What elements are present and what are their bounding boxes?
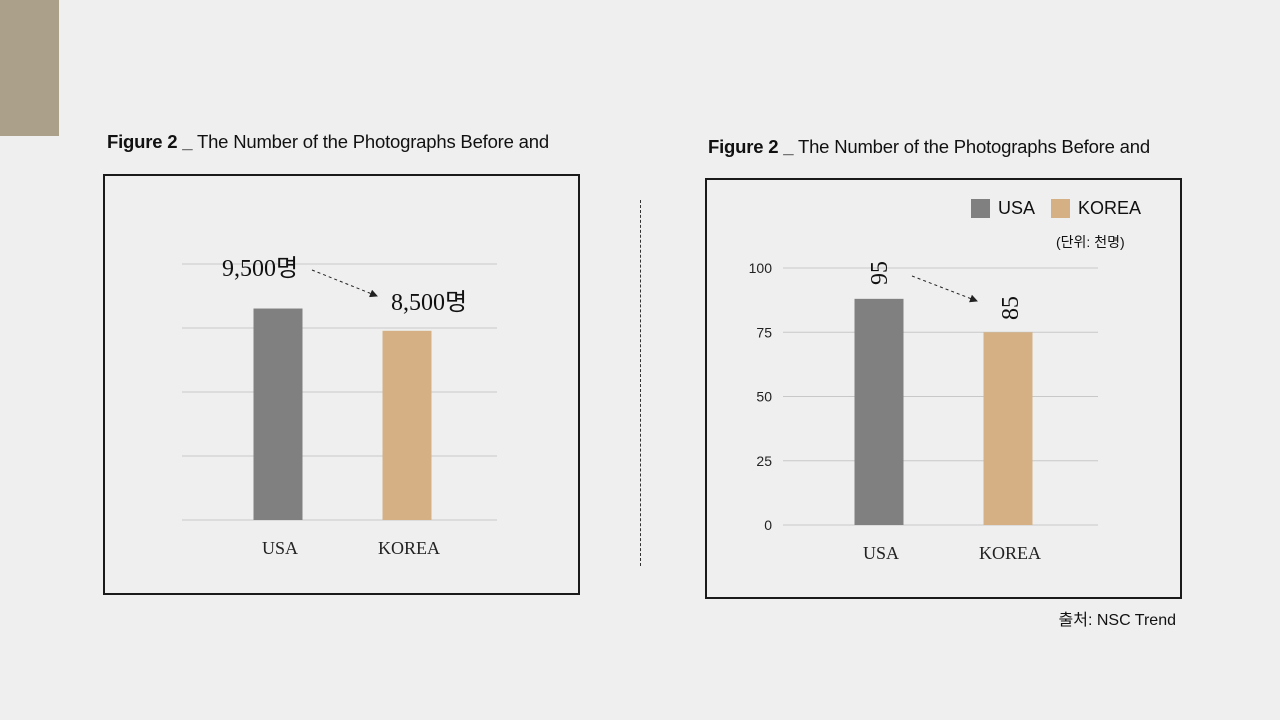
- x-tick-label: USA: [262, 538, 298, 558]
- y-tick-label: 100: [749, 260, 773, 276]
- right-figure-title-lead: Figure 2 _: [708, 136, 794, 157]
- data-label-usa: 9,500명: [222, 255, 298, 282]
- legend-label-usa: USA: [998, 198, 1036, 218]
- bar-korea: [983, 332, 1033, 525]
- legend-swatch-usa: [971, 199, 990, 218]
- right-chart-frame: [705, 178, 1182, 599]
- legend-label-korea: KOREA: [1078, 198, 1142, 218]
- source-note: 출처: NSC Trend: [1058, 612, 1176, 629]
- data-label-korea: 8,500명: [391, 289, 467, 316]
- y-tick-label: 25: [756, 453, 772, 469]
- x-tick-label: KOREA: [979, 543, 1041, 563]
- right-figure-title-rest: The Number of the Photographs Before and: [793, 136, 1150, 157]
- y-tick-label: 50: [756, 389, 772, 405]
- left-figure-title-rest: The Number of the Photographs Before and: [192, 131, 549, 152]
- right-figure-title: Figure 2 _ The Number of the Photographs…: [708, 136, 1150, 158]
- legend-swatch-korea: [1051, 199, 1070, 218]
- bar-korea: [382, 330, 432, 520]
- y-tick-label: 75: [756, 324, 772, 340]
- bar-usa: [253, 308, 303, 520]
- data-label-korea: 85: [998, 296, 1024, 320]
- legend-item-usa: USA: [971, 198, 1035, 219]
- trend-arrow: [911, 275, 978, 303]
- left-figure-title-lead: Figure 2 _: [107, 131, 193, 152]
- x-tick-label: KOREA: [378, 538, 440, 558]
- divider: [640, 200, 641, 566]
- unit-label: (단위: 천명): [1056, 234, 1125, 250]
- bar-usa: [854, 298, 904, 525]
- x-tick-label: USA: [863, 543, 899, 563]
- left-chart-frame: [103, 174, 580, 595]
- accent-block: [0, 0, 59, 136]
- data-label-usa: 95: [867, 261, 893, 285]
- y-tick-label: 0: [764, 517, 772, 533]
- legend-item-korea: KOREA: [1051, 198, 1141, 219]
- left-figure-title: Figure 2 _ The Number of the Photographs…: [107, 131, 549, 153]
